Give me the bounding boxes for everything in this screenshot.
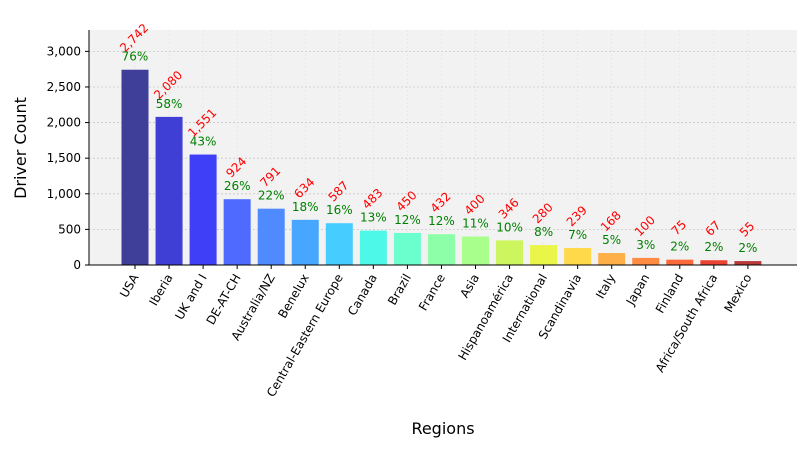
bar bbox=[291, 219, 319, 265]
percent-label: 13% bbox=[360, 211, 387, 225]
percent-label: 18% bbox=[292, 200, 319, 214]
percent-label: 8% bbox=[534, 225, 553, 239]
bar bbox=[427, 234, 455, 265]
bar bbox=[257, 208, 285, 265]
percent-label: 11% bbox=[462, 217, 489, 231]
y-tick-label: 1,000 bbox=[47, 187, 81, 201]
bar bbox=[530, 245, 558, 265]
percent-label: 2% bbox=[670, 240, 689, 254]
bar bbox=[325, 223, 353, 265]
y-tick-label: 0 bbox=[73, 258, 81, 272]
bar bbox=[359, 230, 387, 265]
x-tick-label: France bbox=[416, 272, 448, 314]
bar bbox=[121, 69, 149, 266]
bar bbox=[393, 232, 421, 265]
percent-label: 12% bbox=[394, 213, 421, 227]
y-tick-label: 2,500 bbox=[47, 80, 81, 94]
bars bbox=[121, 69, 762, 266]
bar bbox=[564, 247, 592, 265]
y-tick-label: 1,500 bbox=[47, 151, 81, 165]
percent-label: 22% bbox=[258, 189, 285, 203]
x-tick-label: Iberia bbox=[146, 272, 175, 309]
bar bbox=[496, 240, 524, 265]
percent-label: 2% bbox=[704, 240, 723, 254]
x-tick-label: Finland bbox=[653, 272, 687, 316]
y-tick-label: 3,000 bbox=[47, 44, 81, 58]
percent-label: 5% bbox=[602, 233, 621, 247]
percent-label: 3% bbox=[636, 238, 655, 252]
x-tick-label: Brazil bbox=[385, 272, 414, 308]
y-tick-label: 2,000 bbox=[47, 116, 81, 130]
percent-label: 12% bbox=[428, 214, 455, 228]
percent-label: 10% bbox=[496, 220, 523, 234]
percent-label: 76% bbox=[122, 50, 149, 64]
y-tick-labels: 0 500 1,000 1,500 2,000 2,500 3,000 bbox=[47, 44, 89, 272]
x-tick-label: Benelux bbox=[275, 272, 311, 321]
x-axis-title: Regions bbox=[411, 419, 474, 438]
percent-label: 58% bbox=[156, 97, 183, 111]
bar bbox=[223, 199, 251, 265]
percent-label: 16% bbox=[326, 203, 353, 217]
x-tick-label: Canada bbox=[345, 272, 380, 319]
x-tick-label: UK and I bbox=[172, 272, 209, 323]
bar bbox=[598, 253, 626, 265]
bar bbox=[632, 257, 660, 265]
bar bbox=[462, 236, 489, 265]
x-tick-label: Asia bbox=[457, 272, 482, 301]
bar bbox=[189, 154, 217, 265]
x-tick-label: Italy bbox=[593, 272, 618, 302]
x-tick-label: Japan bbox=[623, 272, 652, 309]
x-tick-label: Central-Eastern Europe bbox=[264, 272, 346, 400]
percent-label: 2% bbox=[738, 241, 757, 255]
percent-label: 26% bbox=[224, 179, 251, 193]
bar bbox=[734, 261, 762, 265]
x-tick-label: Africa/South Africa bbox=[653, 272, 721, 375]
x-tick-label: Mexico bbox=[721, 272, 754, 315]
axes bbox=[88, 30, 797, 266]
bar bbox=[666, 259, 694, 265]
bar bbox=[700, 260, 728, 265]
percent-label: 43% bbox=[190, 135, 217, 149]
y-tick-label: 500 bbox=[58, 222, 81, 236]
x-tick-label: USA bbox=[117, 271, 142, 300]
y-axis-title: Driver Count bbox=[11, 97, 30, 199]
bar bbox=[155, 116, 183, 265]
percent-label: 7% bbox=[568, 228, 587, 242]
